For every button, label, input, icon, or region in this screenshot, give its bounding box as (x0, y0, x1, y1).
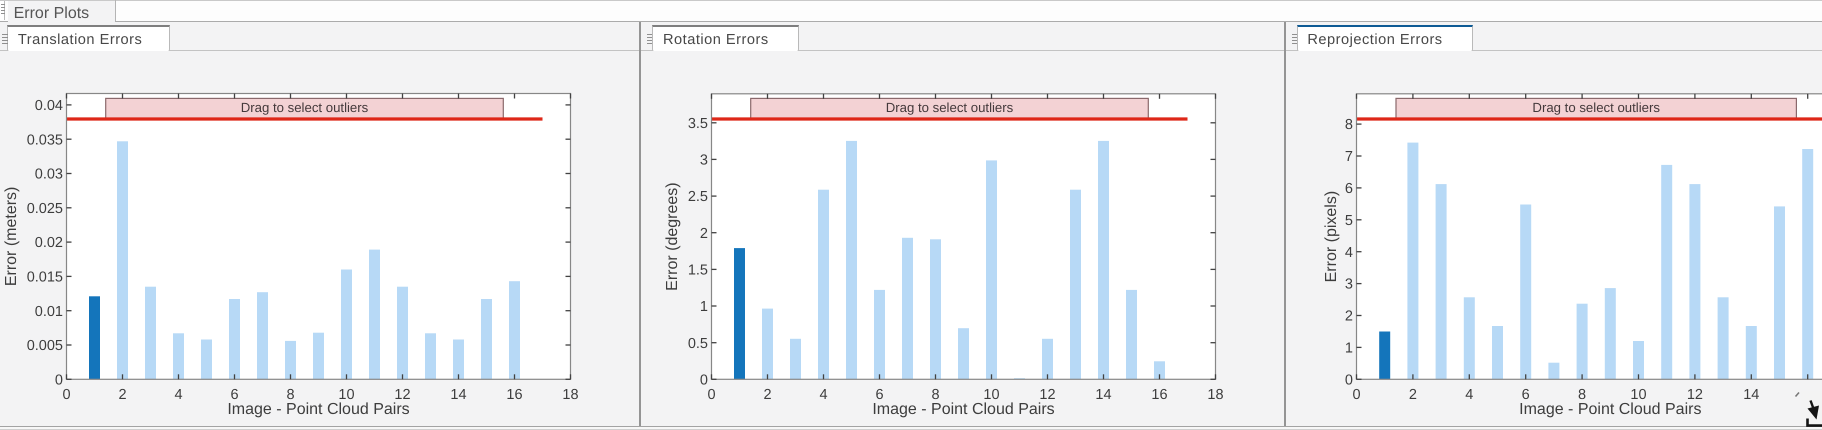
svg-text:10: 10 (1630, 387, 1646, 403)
svg-text:2.5: 2.5 (688, 189, 708, 205)
svg-text:1.5: 1.5 (688, 263, 708, 279)
svg-text:0.01: 0.01 (35, 304, 63, 320)
svg-text:2: 2 (1409, 387, 1417, 403)
svg-text:14: 14 (1095, 387, 1111, 403)
svg-text:14: 14 (1743, 387, 1759, 403)
svg-text:4: 4 (174, 387, 182, 403)
svg-text:6: 6 (875, 387, 883, 403)
svg-text:Image - Point Cloud Pairs: Image - Point Cloud Pairs (227, 401, 409, 418)
svg-text:Drag to select outliers: Drag to select outliers (241, 100, 369, 115)
svg-text:0.005: 0.005 (27, 338, 63, 354)
svg-text:0.025: 0.025 (27, 201, 63, 217)
svg-text:14: 14 (450, 387, 466, 403)
svg-text:16: 16 (1151, 387, 1167, 403)
svg-text:6: 6 (1345, 181, 1353, 197)
svg-text:0: 0 (707, 387, 715, 403)
svg-text:4: 4 (1465, 387, 1473, 403)
svg-text:2: 2 (118, 387, 126, 403)
svg-text:8: 8 (286, 387, 294, 403)
svg-text:4: 4 (819, 387, 827, 403)
svg-text:7: 7 (1345, 149, 1353, 165)
svg-text:1: 1 (700, 299, 708, 315)
svg-text:Image - Point Cloud Pairs: Image - Point Cloud Pairs (872, 401, 1054, 418)
svg-text:0.03: 0.03 (35, 167, 63, 183)
svg-text:Image - Point Cloud Pairs: Image - Point Cloud Pairs (1519, 401, 1701, 418)
svg-text:8: 8 (931, 387, 939, 403)
svg-text:0: 0 (55, 372, 63, 388)
svg-text:8: 8 (1578, 387, 1586, 403)
svg-text:12: 12 (1039, 387, 1055, 403)
svg-text:Error (degrees): Error (degrees) (664, 182, 681, 290)
svg-text:18: 18 (1207, 387, 1223, 403)
svg-text:0: 0 (62, 387, 70, 403)
svg-text:Error (meters): Error (meters) (3, 187, 20, 287)
svg-text:Drag to select outliers: Drag to select outliers (886, 100, 1014, 115)
svg-text:5: 5 (1345, 213, 1353, 229)
svg-text:2: 2 (1345, 309, 1353, 325)
svg-text:10: 10 (338, 387, 354, 403)
svg-text:0: 0 (1352, 387, 1360, 403)
svg-text:Drag to select outliers: Drag to select outliers (1532, 100, 1660, 115)
svg-text:1: 1 (1345, 341, 1353, 357)
svg-text:Error (pixels): Error (pixels) (1323, 191, 1340, 283)
svg-text:2: 2 (763, 387, 771, 403)
svg-text:10: 10 (983, 387, 999, 403)
svg-text:0.5: 0.5 (688, 336, 708, 352)
svg-text:8: 8 (1345, 117, 1353, 133)
svg-text:12: 12 (394, 387, 410, 403)
svg-text:16: 16 (506, 387, 522, 403)
svg-text:0.04: 0.04 (35, 98, 63, 114)
svg-text:18: 18 (562, 387, 578, 403)
svg-text:3: 3 (700, 153, 708, 169)
svg-text:0.035: 0.035 (27, 132, 63, 148)
svg-text:3.5: 3.5 (688, 116, 708, 132)
svg-text:12: 12 (1687, 387, 1703, 403)
svg-text:4: 4 (1345, 245, 1353, 261)
svg-text:6: 6 (230, 387, 238, 403)
svg-text:0: 0 (1345, 372, 1353, 388)
svg-text:0.015: 0.015 (27, 270, 63, 286)
svg-text:0.02: 0.02 (35, 235, 63, 251)
svg-text:6: 6 (1522, 387, 1530, 403)
svg-text:2: 2 (700, 226, 708, 242)
svg-text:3: 3 (1345, 277, 1353, 293)
svg-text:0: 0 (700, 372, 708, 388)
